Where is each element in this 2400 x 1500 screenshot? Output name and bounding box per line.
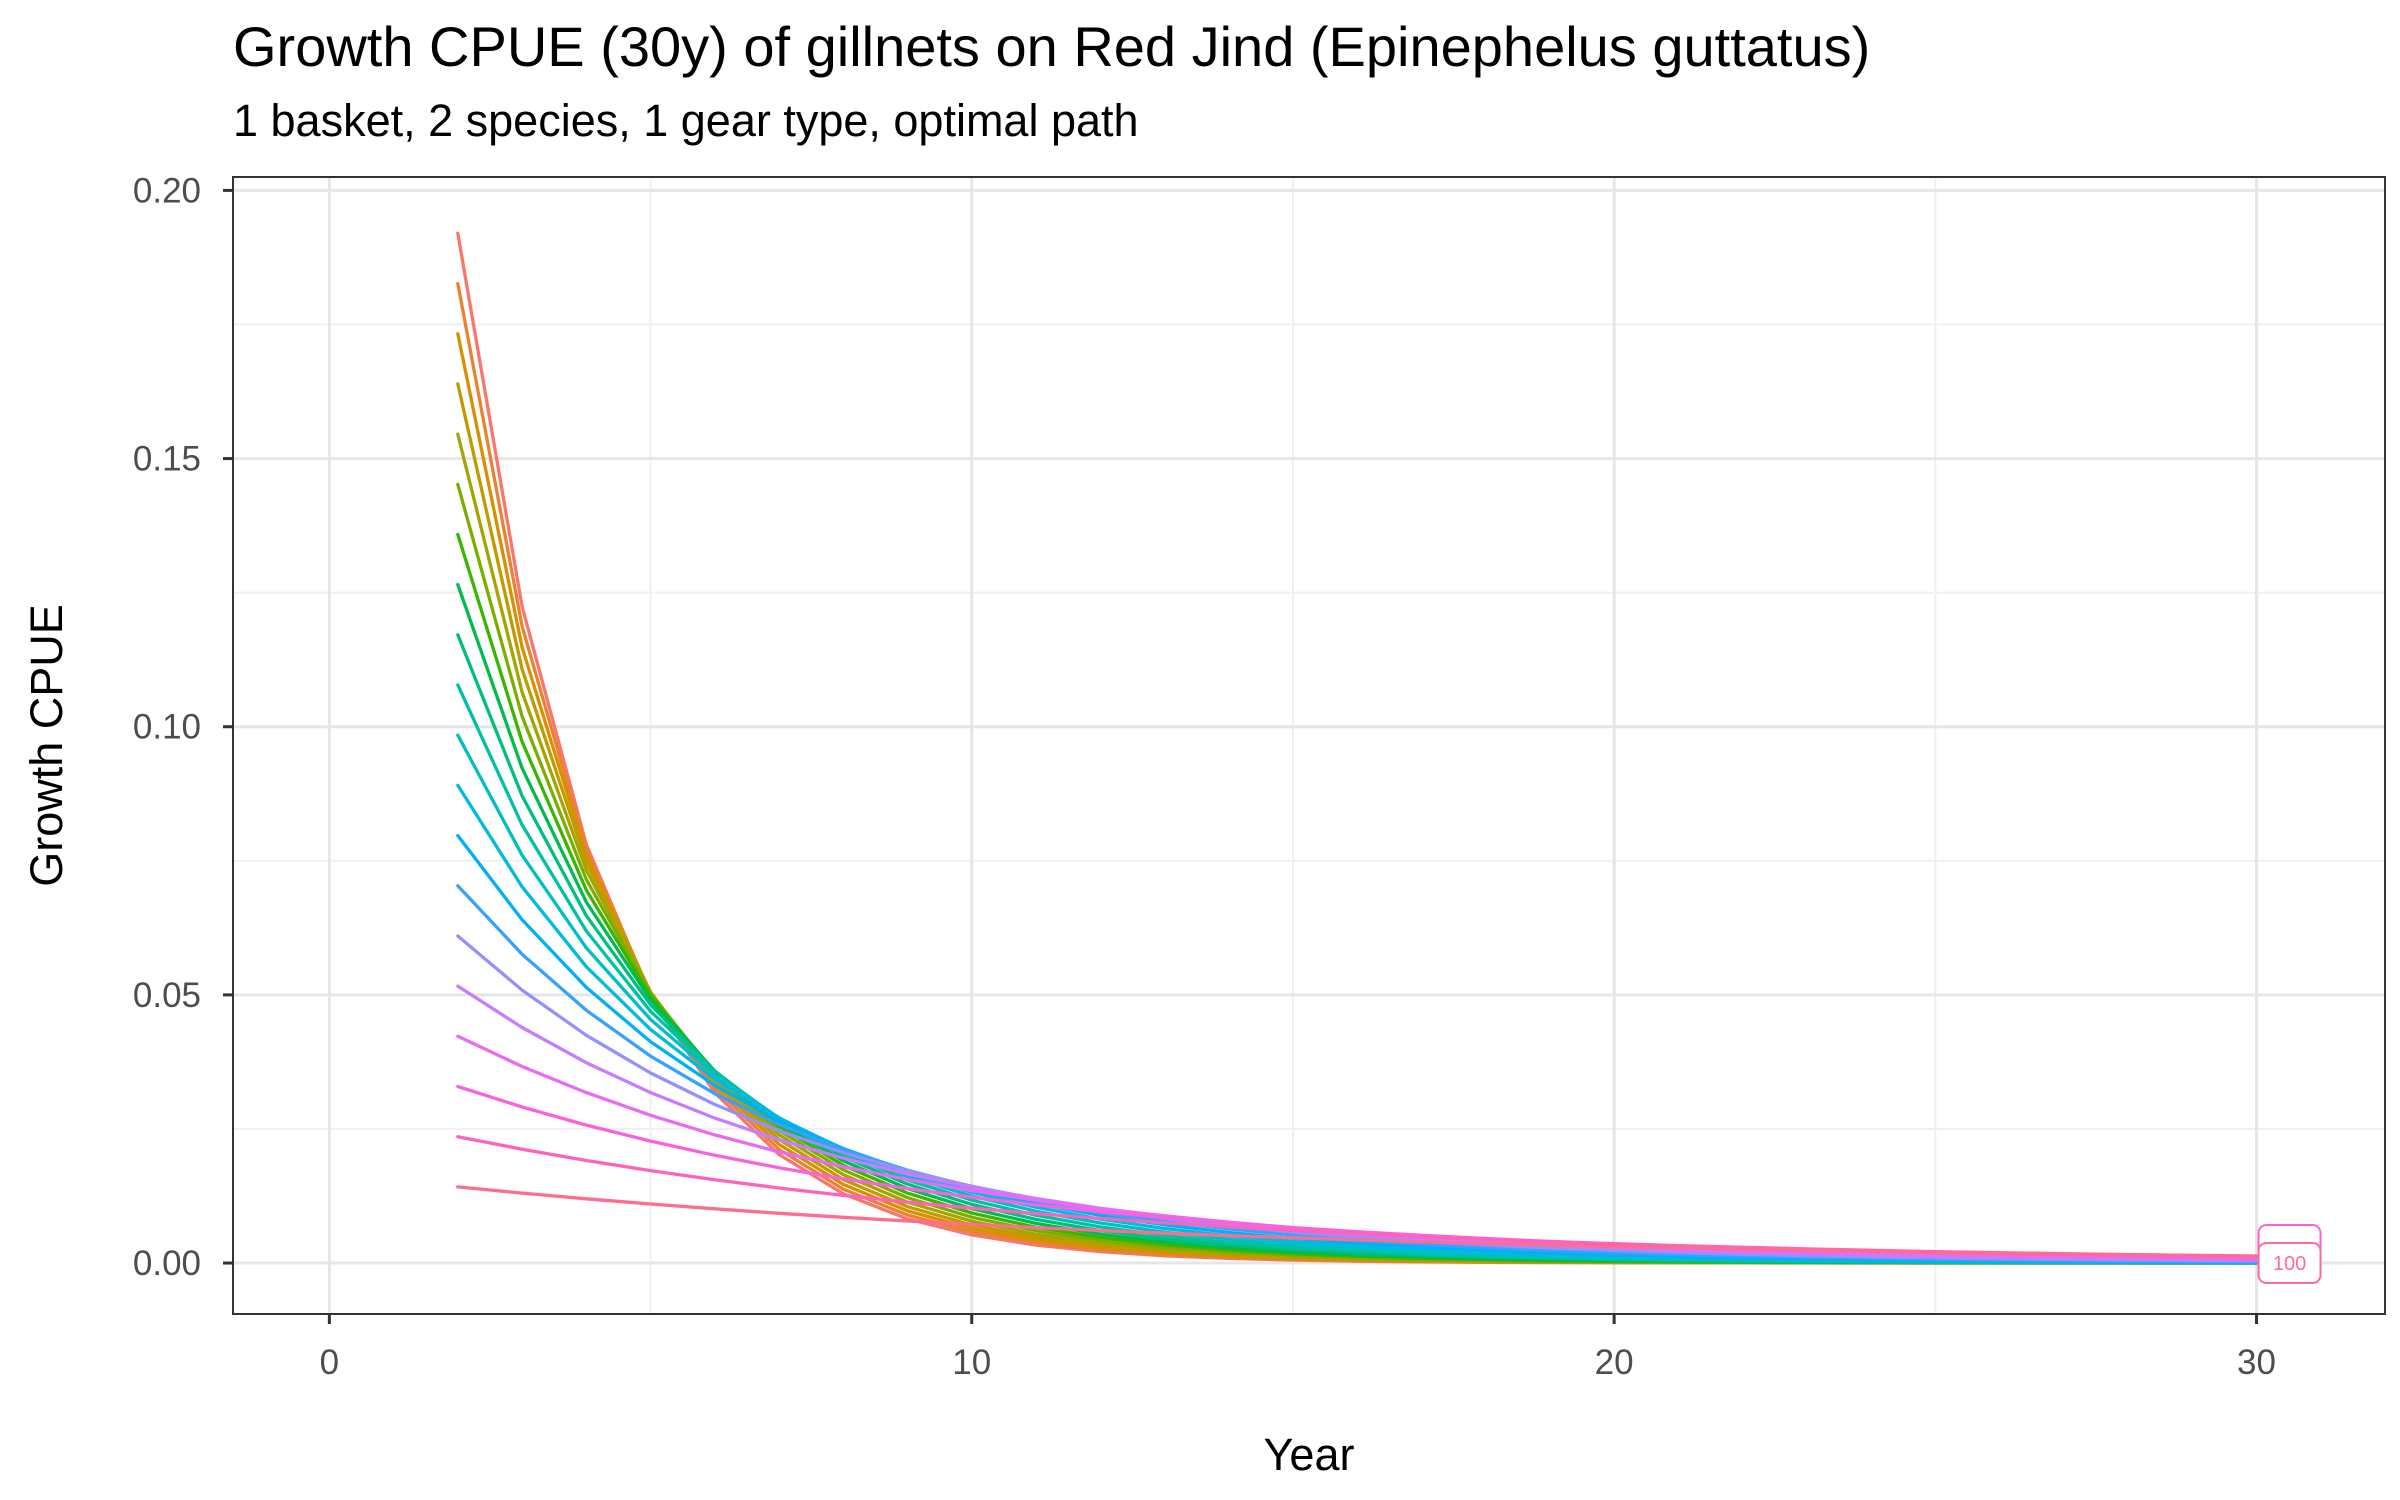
x-axis-title: Year [1264,1429,1355,1480]
y-tick-label: 0.05 [133,976,201,1015]
y-tick-label: 0.15 [133,440,201,479]
y-tick-label: 0.20 [133,171,201,210]
end-label: 100 [2257,1242,2322,1284]
x-tick-label: 20 [1595,1343,1634,1382]
panel-border [232,176,2386,1315]
x-tick-label: 30 [2237,1343,2276,1382]
chart-subtitle: 1 basket, 2 species, 1 gear type, optima… [233,95,1139,146]
plot-panel [233,177,2385,1314]
y-tick-label: 0.10 [133,708,201,747]
x-tick-label: 0 [320,1343,339,1382]
end-label-text: 100 [2273,1253,2306,1275]
end-label-box [2257,1242,2322,1284]
chart-title: Growth CPUE (30y) of gillnets on Red Jin… [233,15,1871,78]
series-line [456,1185,2259,1258]
gridlines [233,177,2385,1314]
x-axis: 0 10 20 30 [320,1314,2276,1382]
x-tick-label: 10 [952,1343,991,1382]
y-axis-title: Growth CPUE [21,604,72,887]
series-lines [456,231,2259,1265]
y-axis: 0.00 0.05 0.10 0.15 0.20 [133,171,233,1283]
y-tick-label: 0.00 [133,1244,201,1283]
